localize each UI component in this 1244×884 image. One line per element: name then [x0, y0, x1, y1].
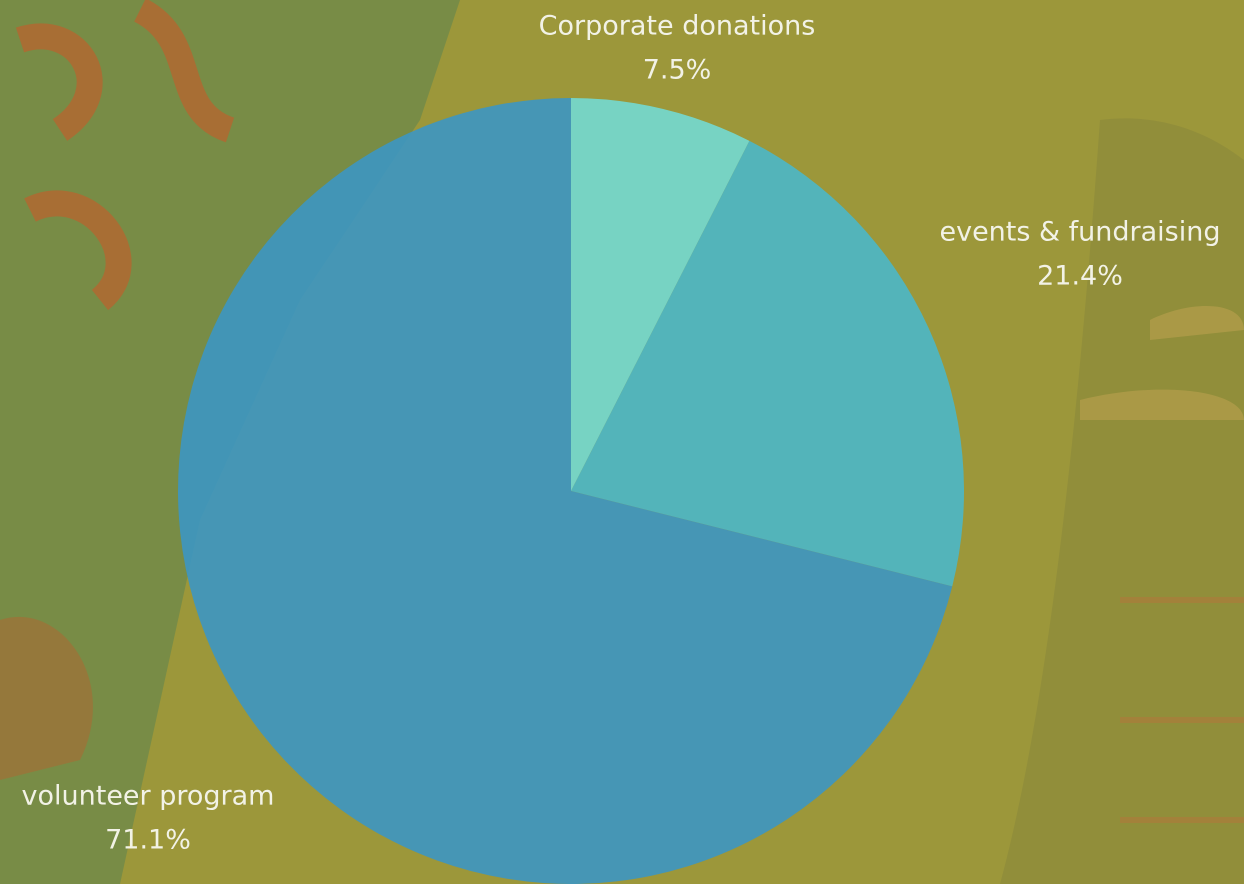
- pie: [178, 98, 964, 884]
- slice-label: volunteer program: [22, 781, 275, 812]
- slice-label: events & fundraising: [939, 217, 1220, 248]
- slice-value-label: 71.1%: [105, 825, 191, 856]
- slice-label: Corporate donations: [539, 11, 816, 42]
- slice-value-label: 7.5%: [643, 55, 712, 86]
- page: Corporate donations 7.5% events & fundrais…: [0, 0, 1244, 884]
- slice-value-label: 21.4%: [1037, 261, 1123, 292]
- chart: Corporate donations 7.5% events & fundrais…: [0, 0, 1244, 884]
